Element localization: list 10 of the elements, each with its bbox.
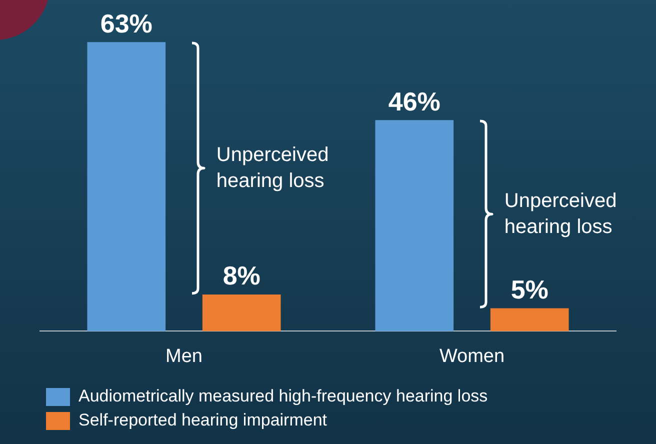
x-tick-label: Women xyxy=(439,346,505,367)
legend-label: Self-reported hearing impairment xyxy=(78,410,328,430)
annotation: Unperceived hearing loss xyxy=(504,189,618,240)
legend-label: Audiometrically measured high-frequency hearing loss xyxy=(78,386,488,406)
data-label: 63% xyxy=(100,8,152,38)
data-label: 5% xyxy=(510,274,548,304)
x-tick-label: Men xyxy=(166,346,202,367)
data-label: 8% xyxy=(222,260,260,291)
data-label: 46% xyxy=(388,86,440,116)
annotation: Unperceived hearing loss xyxy=(216,143,330,194)
